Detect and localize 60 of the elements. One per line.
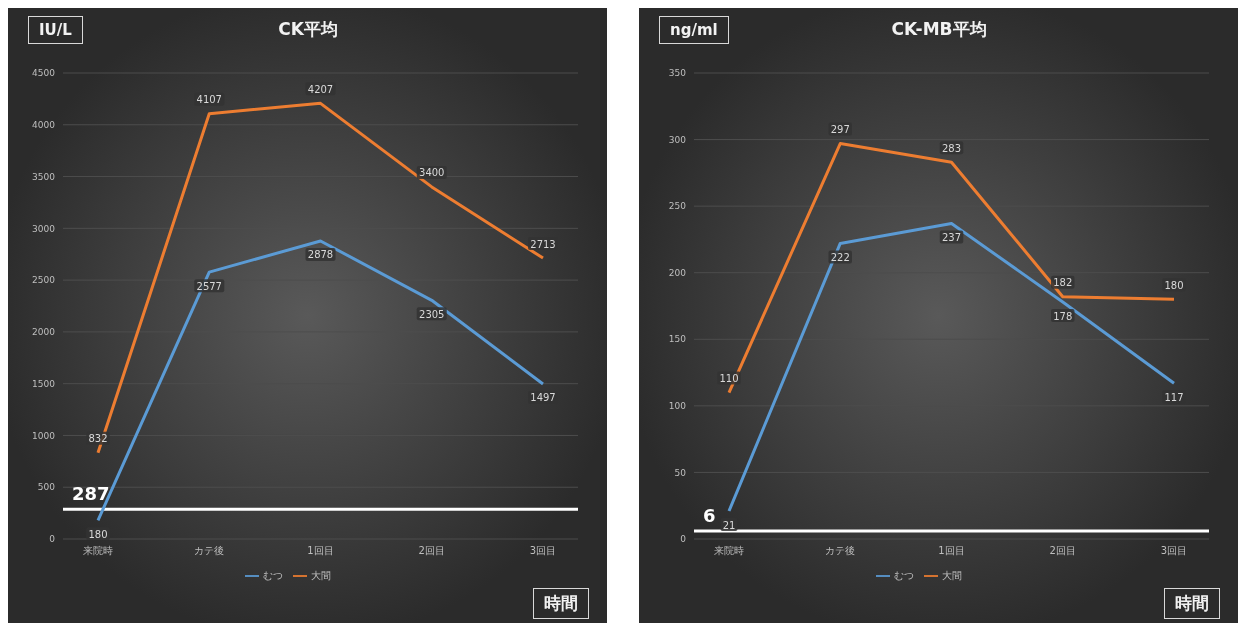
y-tick-label: 1500 xyxy=(32,378,56,389)
data-label: 297 xyxy=(830,124,850,136)
data-label: 4207 xyxy=(307,83,334,95)
y-axis-title: IU/L xyxy=(28,16,83,44)
data-label: 237 xyxy=(941,231,962,243)
data-label: 2878 xyxy=(307,249,334,261)
data-label: 21 xyxy=(722,519,736,531)
x-tick-label: 来院時 xyxy=(83,545,113,557)
data-label: 110 xyxy=(719,373,739,385)
x-axis-title: 時間 xyxy=(1164,588,1220,619)
y-tick-label: 300 xyxy=(668,134,687,145)
x-tick-label: 3回目 xyxy=(1160,545,1188,557)
y-tick-label: 50 xyxy=(674,467,687,478)
data-label: 180 xyxy=(1164,279,1184,291)
data-label: 1497 xyxy=(530,392,556,404)
data-label: 222 xyxy=(830,251,850,263)
y-tick-label: 2000 xyxy=(32,327,56,338)
chart-title: CK平均 xyxy=(278,19,338,39)
chart-title: CK-MB平均 xyxy=(891,19,987,39)
data-label: 178 xyxy=(1053,310,1073,322)
data-label: 832 xyxy=(88,433,108,445)
x-tick-label: カテ後 xyxy=(825,545,856,557)
data-label: 283 xyxy=(941,142,962,154)
x-tick-label: 1回目 xyxy=(938,545,965,557)
data-label: 182 xyxy=(1053,277,1073,289)
y-tick-label: 4000 xyxy=(32,119,56,130)
data-label: 2577 xyxy=(196,280,222,292)
x-axis-title: 時間 xyxy=(533,588,589,619)
y-tick-label: 350 xyxy=(668,68,687,79)
ref-line-label: 6 xyxy=(703,505,716,527)
y-tick-label: 0 xyxy=(680,534,687,545)
x-tick-label: 3回目 xyxy=(529,545,557,557)
y-tick-label: 4500 xyxy=(32,68,56,79)
y-axis-title: ng/ml xyxy=(659,16,729,44)
y-tick-label: 0 xyxy=(49,534,56,545)
y-tick-label: 1000 xyxy=(32,430,56,441)
data-label: 117 xyxy=(1164,391,1184,403)
legend-label: むつ xyxy=(263,570,283,581)
x-tick-label: カテ後 xyxy=(194,545,225,557)
legend-label: むつ xyxy=(894,570,914,581)
y-tick-label: 3000 xyxy=(32,223,56,234)
y-tick-label: 500 xyxy=(37,482,56,493)
data-label: 180 xyxy=(88,528,108,540)
y-tick-label: 200 xyxy=(668,267,687,278)
ref-line-label: 287 xyxy=(72,483,110,505)
y-tick-label: 2500 xyxy=(32,275,56,286)
x-tick-label: 2回目 xyxy=(418,545,445,557)
data-label: 2713 xyxy=(530,238,556,250)
y-tick-label: 250 xyxy=(668,201,687,212)
legend-label: 大間 xyxy=(942,570,962,581)
x-tick-label: 来院時 xyxy=(714,545,744,557)
data-label: 4107 xyxy=(196,94,222,106)
x-tick-label: 1回目 xyxy=(307,545,334,557)
data-label: 2305 xyxy=(419,308,445,320)
legend-label: 大間 xyxy=(311,570,331,581)
data-label: 3400 xyxy=(419,167,445,179)
y-tick-label: 100 xyxy=(668,401,687,412)
y-tick-label: 150 xyxy=(668,334,687,345)
x-tick-label: 2回目 xyxy=(1049,545,1076,557)
y-tick-label: 3500 xyxy=(32,171,56,182)
